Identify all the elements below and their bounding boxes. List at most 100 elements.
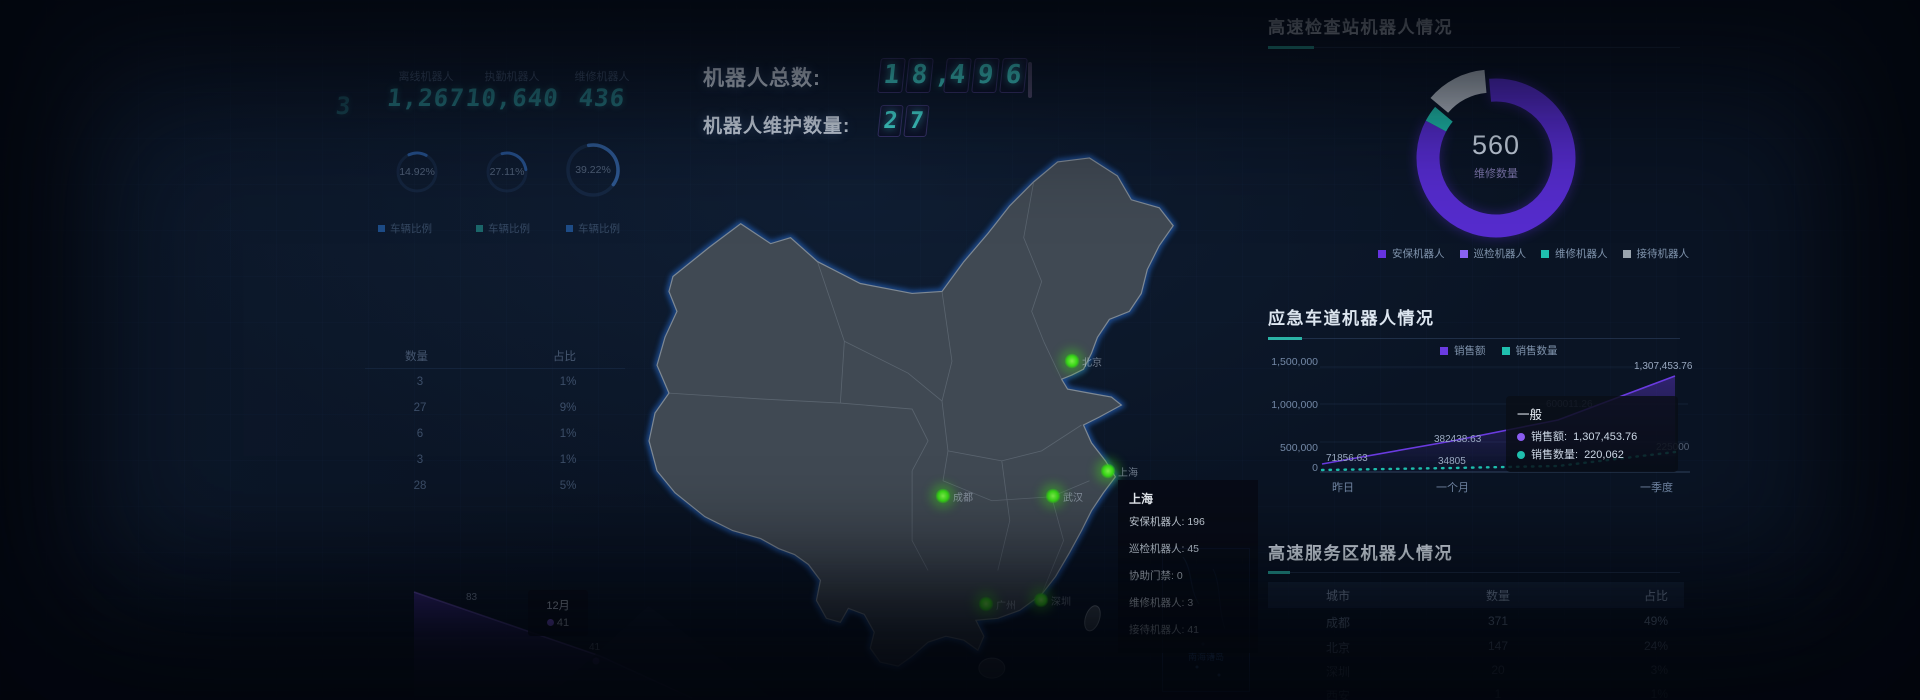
cell: 1% [559, 376, 577, 388]
donut-legend: 安保机器人 巡检机器人 维修机器人 接待机器人 [1378, 246, 1689, 261]
panel-title-emergency: 应急车道机器人情况 [1268, 309, 1435, 328]
cell: 5% [559, 480, 577, 492]
tooltip-row: 安保机器人: 196 [1129, 516, 1205, 528]
teal-dot-icon [1517, 451, 1525, 459]
table-row: 成都 371 49% [1326, 614, 1668, 630]
digit: 2 [877, 105, 904, 137]
panel-title-service: 高速服务区机器人情况 [1268, 544, 1453, 563]
marker-label: 广州 [996, 601, 1016, 612]
column-header: 占比 [553, 351, 576, 363]
tooltip-row: 协助门禁: 0 [1129, 570, 1183, 582]
stat-partial-value: 3 [334, 92, 352, 120]
area-chart-tooltip: 12月 41 [528, 590, 588, 636]
tooltip-month: 12月 [546, 600, 570, 612]
y-tick: 1,500,000 [1271, 356, 1318, 368]
cell: 6 [416, 428, 424, 440]
gauge-ring: 39.22% [564, 141, 622, 199]
point-label: 1,307,453.76 [1634, 361, 1693, 372]
donut-center-value: 560 [1471, 130, 1521, 160]
gauge-ring: 27.11% [484, 149, 530, 195]
x-tick: 一季度 [1640, 482, 1673, 494]
map-marker[interactable]: 成都 [935, 488, 973, 504]
legend-label: 车辆比例 [488, 223, 530, 235]
legend-swatch [476, 225, 483, 232]
tooltip-row: 接待机器人: 41 [1129, 624, 1200, 636]
checkpoint-donut-chart[interactable]: 560 维修数量 [1406, 68, 1586, 248]
digit: 8 [905, 58, 934, 93]
title-underline [1268, 337, 1680, 340]
digit: 1 [877, 58, 906, 93]
left-area-chart[interactable]: 83 41 12月 41 [400, 580, 740, 700]
table-row: 北京 147 24% [1326, 639, 1668, 655]
table-row: 深圳 20 3% [1326, 663, 1668, 679]
x-tick: 昨日 [1332, 482, 1354, 494]
stat-label: 执勤机器人 [484, 71, 540, 83]
cell: 3 [416, 454, 424, 466]
service-table: 城市 数量 占比 成都 371 49% 北京 147 24% 深圳 20 3% 西安 1 1% [1268, 582, 1684, 700]
tooltip-title: 上海 [1129, 492, 1154, 506]
cell: 1% [559, 428, 577, 440]
stat-label: 维修机器人 [574, 71, 630, 83]
digit: 4 [943, 58, 972, 93]
kpi-total-label: 机器人总数: [703, 67, 821, 90]
point-label: 41 [589, 642, 601, 653]
tooltip-row: 销售数量: 220,062 [1517, 446, 1667, 464]
stat-value: 1,267 [385, 84, 467, 112]
cell: 1% [559, 454, 577, 466]
line-chart-tooltip: 一般 销售额: 1,307,453.76 销售数量: 220,062 [1506, 396, 1678, 472]
legend-label: 车辆比例 [390, 223, 432, 235]
x-tick: 一个月 [1436, 482, 1469, 494]
donut-center-label: 维修数量 [1474, 168, 1518, 180]
marker-label: 成都 [953, 493, 973, 504]
table-header-band [1268, 582, 1684, 608]
tooltip-row: 销售额: 1,307,453.76 [1517, 428, 1667, 446]
tooltip-value: 41 [556, 617, 570, 629]
china-map[interactable] [612, 142, 1272, 700]
stat-label: 离线机器人 [398, 71, 454, 83]
stat-value: 436 [577, 84, 627, 112]
map-marker[interactable]: 上海 [1100, 463, 1138, 479]
gauge-ring: 14.92% [394, 149, 440, 195]
line-legend: 销售额 销售数量 [1440, 343, 1558, 358]
kpi-maintain-label: 机器人维护数量: [703, 116, 851, 137]
y-tick: 1,000,000 [1271, 399, 1318, 411]
kpi-total-display: 1 8,4 9 6 [877, 58, 1029, 93]
gauge-percent: 27.11% [489, 166, 525, 178]
gauge-percent: 14.92% [399, 166, 435, 178]
decor-bar [1028, 62, 1032, 98]
marker-label: 深圳 [1051, 597, 1071, 608]
cell: 3 [416, 376, 424, 388]
map-marker[interactable]: 武汉 [1045, 488, 1083, 504]
map-marker[interactable]: 深圳 [1033, 592, 1071, 608]
left-table: 数量 占比 3 1% 27 9% 6 1% 3 1% 28 5% [365, 344, 625, 504]
purple-dot-icon [1517, 433, 1525, 441]
title-underline [1268, 571, 1680, 574]
y-tick: 0 [1312, 462, 1318, 474]
point-label: 83 [466, 592, 478, 603]
digit: 9 [971, 58, 1000, 93]
tooltip-row: 维修机器人: 3 [1129, 597, 1194, 609]
column-header: 数量 [1485, 589, 1510, 603]
legend-swatch [566, 225, 573, 232]
map-marker[interactable]: 广州 [978, 596, 1016, 612]
column-header: 占比 [1643, 589, 1668, 603]
point-label: 71856.63 [1326, 453, 1368, 464]
marker-label: 上海 [1118, 468, 1138, 479]
legend-label: 车辆比例 [578, 223, 620, 235]
digit: 6 [999, 58, 1028, 93]
gauge-percent: 39.22% [575, 164, 611, 176]
panel-title-checkpoint: 高速检查站机器人情况 [1268, 18, 1453, 37]
digit: 7 [903, 105, 930, 137]
map-marker[interactable]: 北京 [1064, 353, 1102, 369]
tooltip-title: 一般 [1517, 408, 1543, 422]
point-label: 382438.63 [1434, 434, 1482, 445]
tooltip-row: 巡检机器人: 45 [1129, 543, 1200, 555]
legend-swatch [378, 225, 385, 232]
cell: 28 [413, 480, 427, 492]
column-header: 城市 [1326, 589, 1351, 603]
map-tooltip: 上海 安保机器人: 196 巡检机器人: 45 协助门禁: 0 维修机器人: 3… [1118, 480, 1258, 653]
marker-label: 武汉 [1063, 493, 1083, 504]
point-label: 34805 [1438, 456, 1466, 467]
y-tick: 500,000 [1280, 442, 1318, 454]
